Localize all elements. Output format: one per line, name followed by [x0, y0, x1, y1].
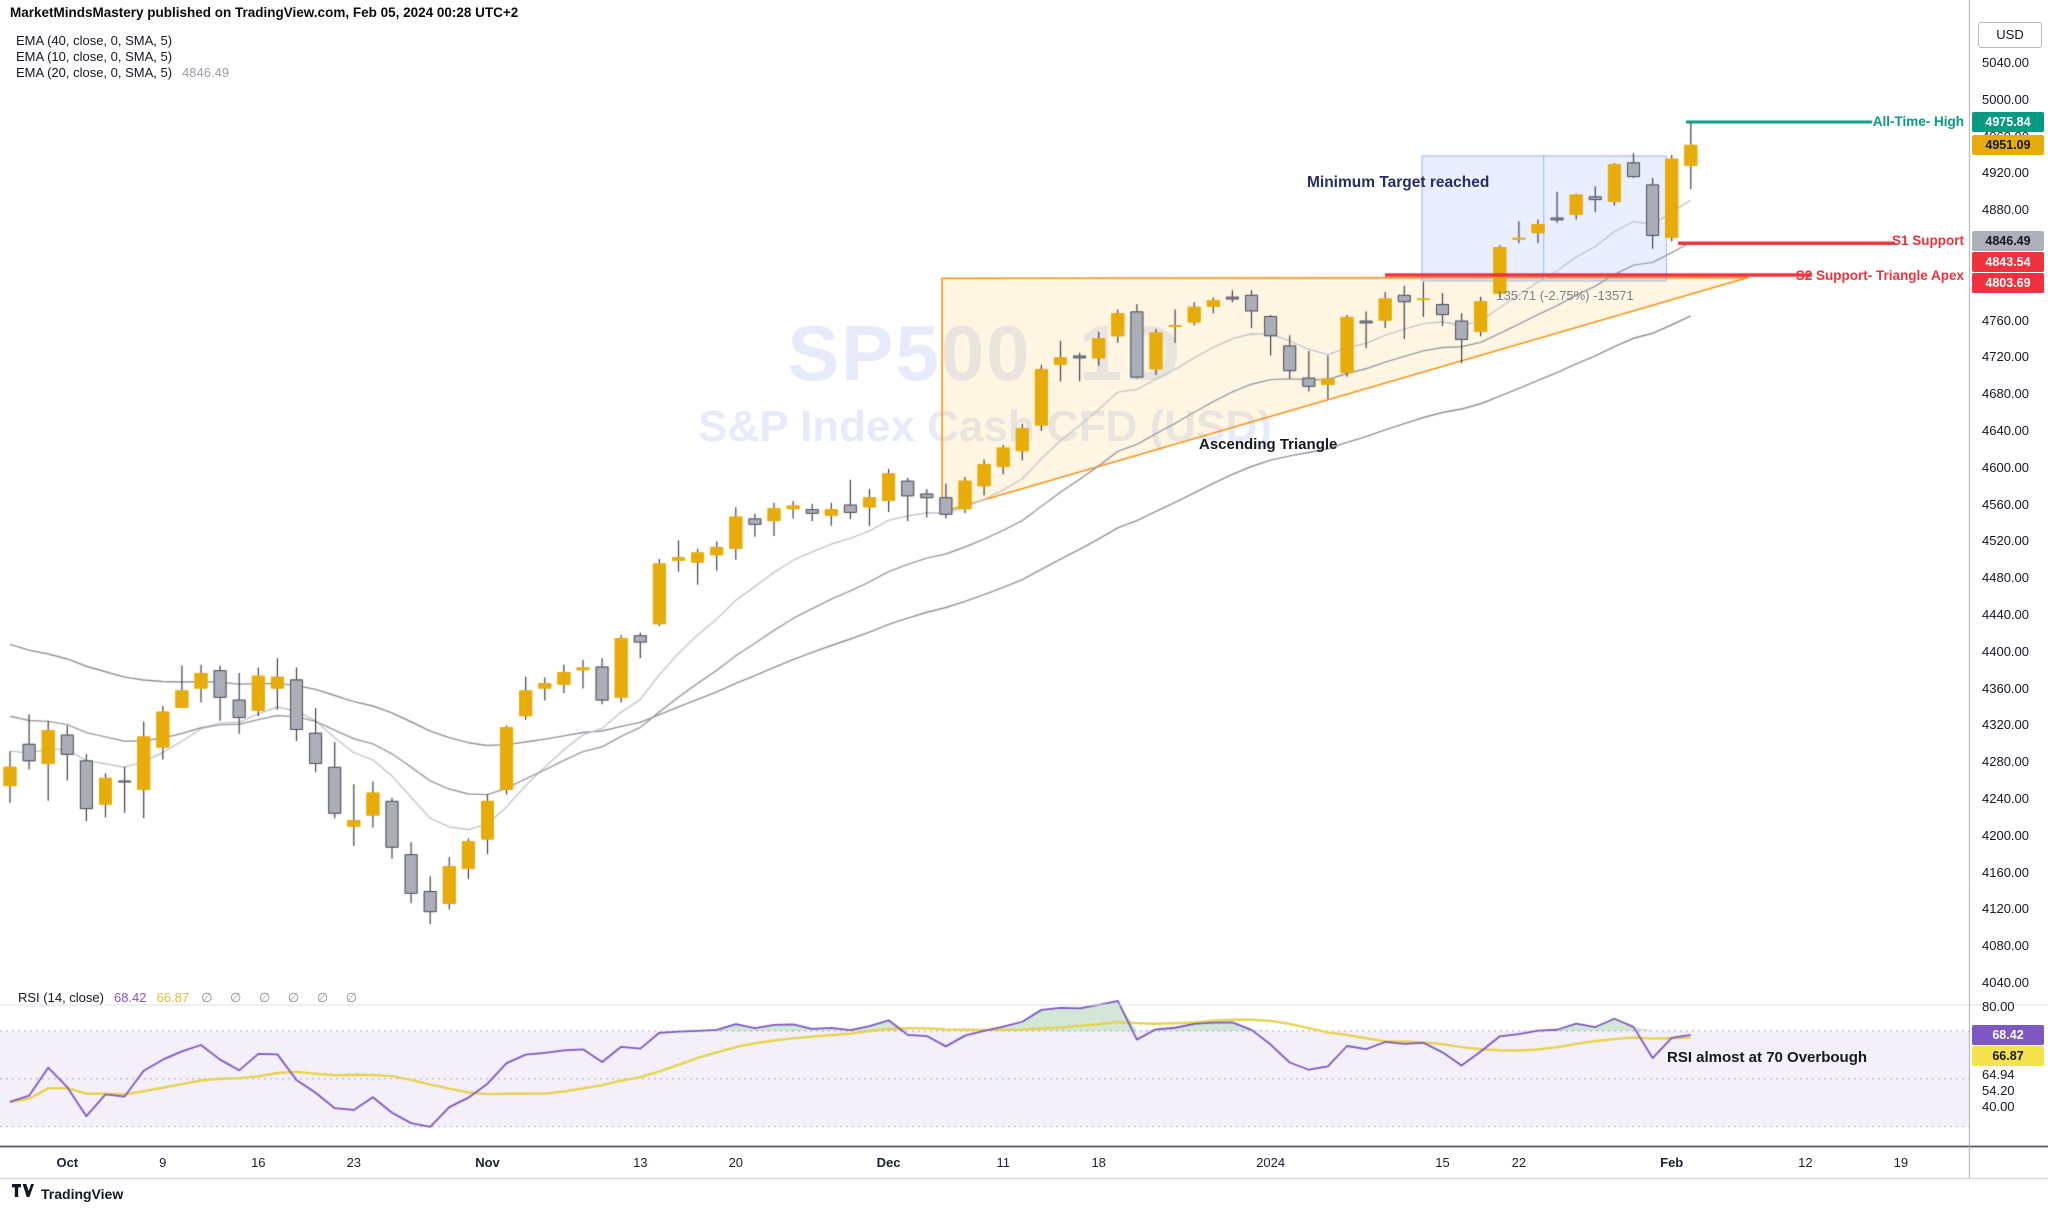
- time-tick: 23: [346, 1155, 362, 1170]
- tradingview-logo[interactable]: TradingView: [12, 1184, 123, 1204]
- price-tick: 4080.00: [1982, 938, 2029, 954]
- price-tick: 4360.00: [1982, 680, 2029, 696]
- time-tick: Dec: [876, 1155, 901, 1170]
- time-tick: 11: [996, 1155, 1010, 1170]
- ascending-triangle-label[interactable]: Ascending Triangle: [1199, 436, 1338, 453]
- price-tick: 4880.00: [1982, 202, 2029, 218]
- price-badge: 4975.84: [1972, 112, 2044, 133]
- rsi-tick: 40.00: [1982, 1098, 2015, 1114]
- time-tick: 13: [633, 1155, 648, 1170]
- time-tick: 2024: [1256, 1155, 1286, 1170]
- price-tick: 4320.00: [1982, 717, 2029, 733]
- price-tick: 4560.00: [1982, 496, 2029, 512]
- ema20-value: 4846.49: [182, 65, 230, 80]
- ema20-label: EMA (20, close, 0, SMA, 5): [16, 65, 173, 80]
- ema10-label: EMA (10, close, 0, SMA, 5): [16, 49, 173, 64]
- rsi-overbought-label[interactable]: RSI almost at 70 Overbough: [1667, 1049, 1868, 1066]
- price-tick: 4640.00: [1982, 423, 2029, 438]
- price-tick: 4040.00: [1982, 975, 2029, 990]
- price-badge: 4951.09: [1972, 134, 2044, 155]
- price-tick: 4680.00: [1982, 386, 2029, 402]
- price-tick: 4280.00: [1982, 754, 2029, 770]
- price-tick: 4760.00: [1982, 312, 2029, 328]
- time-tick: 16: [251, 1155, 266, 1170]
- price-range-measure-label: 135.71 (-2.75%) -13571: [1496, 288, 1634, 303]
- price-badge: 4846.49: [1972, 231, 2044, 252]
- price-tick: 4160.00: [1982, 864, 2029, 880]
- time-tick: Feb: [1660, 1155, 1684, 1170]
- price-tick: 4240.00: [1982, 791, 2029, 806]
- price-tick: 5000.00: [1982, 91, 2029, 107]
- price-tick: 4480.00: [1982, 570, 2029, 586]
- s2-support-label[interactable]: S2 Support- Triangle Apex: [1795, 268, 1964, 283]
- rsi-value: 68.42: [113, 990, 147, 1005]
- legend-row-ema10[interactable]: EMA (10, close, 0, SMA, 5): [16, 49, 172, 64]
- time-tick: Oct: [56, 1155, 79, 1170]
- price-badge: 4803.69: [1972, 273, 2044, 294]
- time-tick: 22: [1511, 1155, 1527, 1170]
- price-tick: 4440.00: [1982, 607, 2029, 622]
- time-tick: 20: [728, 1155, 744, 1170]
- tradingview-logo-icon: [12, 1184, 35, 1204]
- tradingview-logo-text: TradingView: [41, 1186, 124, 1202]
- time-tick: 18: [1091, 1155, 1106, 1170]
- price-tick: 4400.00: [1982, 643, 2029, 659]
- legend-row-ema40[interactable]: EMA (40, close, 0, SMA, 5): [16, 33, 172, 48]
- time-tick: 15: [1435, 1155, 1450, 1170]
- rsi-tick: 54.20: [1982, 1082, 2015, 1098]
- s1-support-label[interactable]: S1 Support: [1891, 233, 1964, 248]
- time-tick: 9: [159, 1155, 167, 1170]
- time-tick: Nov: [475, 1155, 500, 1170]
- currency-selector[interactable]: USD: [1978, 22, 2042, 48]
- rsi-legend[interactable]: RSI (14, close) 68.42 66.87 ∅ ∅ ∅ ∅ ∅ ∅: [18, 990, 364, 1006]
- rsi-ma-value: 66.87: [156, 990, 190, 1005]
- all-time-high-label[interactable]: All-Time- High: [1872, 114, 1964, 129]
- rsi-empty-values: ∅ ∅ ∅ ∅ ∅ ∅: [201, 990, 365, 1005]
- price-tick: 4920.00: [1982, 165, 2029, 181]
- price-tick: 4720.00: [1982, 349, 2029, 365]
- ema40-label: EMA (40, close, 0, SMA, 5): [16, 33, 173, 48]
- minimum-target-label[interactable]: Minimum Target reached: [1307, 174, 1490, 191]
- price-tick: 4600.00: [1982, 459, 2029, 475]
- price-tick: 4520.00: [1982, 533, 2029, 549]
- price-badge: 4843.54: [1972, 252, 2044, 273]
- time-tick: 19: [1893, 1155, 1909, 1170]
- rsi-badge: 68.42: [1972, 1024, 2044, 1045]
- rsi-tick: 64.94: [1982, 1066, 2015, 1082]
- rsi-badge: 66.87: [1972, 1045, 2044, 1066]
- published-byline: MarketMindsMastery published on TradingV…: [10, 5, 519, 20]
- legend-row-ema20[interactable]: EMA (20, close, 0, SMA, 5) 4846.49: [16, 65, 229, 80]
- rsi-tick: 80.00: [1982, 999, 2015, 1015]
- time-tick: 12: [1798, 1155, 1813, 1170]
- rsi-legend-title: RSI (14, close): [18, 990, 104, 1005]
- price-tick: 5040.00: [1982, 55, 2029, 70]
- price-tick: 4200.00: [1982, 827, 2029, 843]
- price-tick: 4120.00: [1982, 901, 2029, 917]
